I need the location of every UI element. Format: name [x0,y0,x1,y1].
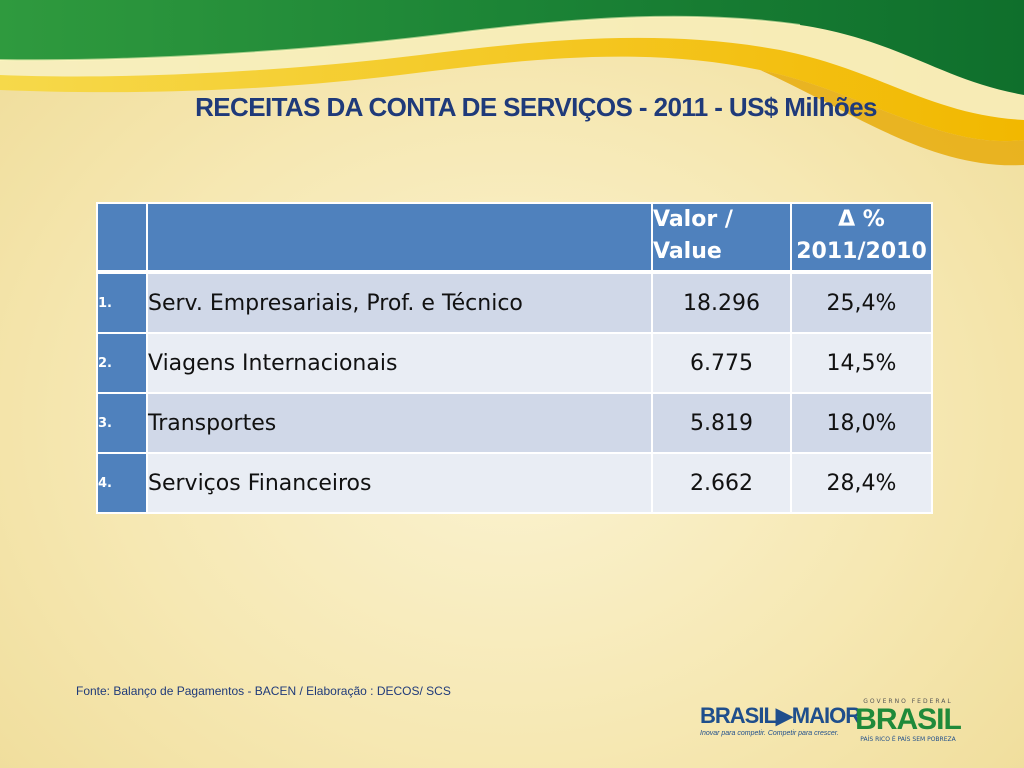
row-number: 4. [96,452,148,514]
governo-federal-logo: GOVERNO FEDERAL BRASIL PAÍS RICO É PAÍS … [848,698,968,743]
header-value-line2: Value [653,239,722,264]
brasil-wordmark: BRASIL [855,703,962,736]
source-note: Fonte: Balanço de Pagamentos - BACEN / E… [76,684,451,698]
services-revenue-table: Valor / Value Δ % 2011/2010 1. Serv. Emp… [96,202,933,514]
header-value-line1: Valor / [653,207,733,232]
header-delta: Δ % 2011/2010 [790,202,933,274]
governo-federal-label: GOVERNO FEDERAL [863,698,953,705]
row-number: 3. [96,392,148,454]
table-row: 3. Transportes 5.819 18,0% [96,392,933,454]
row-value: 6.775 [651,332,792,394]
governo-federal-slogan: PAÍS RICO É PAÍS SEM POBREZA [860,736,956,743]
header-delta-line1: Δ % [838,207,885,232]
header-value: Valor / Value [651,202,792,274]
row-number: 2. [96,332,148,394]
table-row: 4. Serviços Financeiros 2.662 28,4% [96,452,933,514]
row-label: Serv. Empresariais, Prof. e Técnico [146,271,653,334]
row-value: 2.662 [651,452,792,514]
table-header-row: Valor / Value Δ % 2011/2010 [96,202,933,274]
brasil-maior-logo: BRASIL▶MAIOR Inovar para competir. Compe… [700,703,861,737]
row-label: Transportes [146,392,653,454]
row-number: 1. [96,271,148,334]
brasil-maior-wordmark: BRASIL▶MAIOR [700,703,861,728]
row-delta: 14,5% [790,332,933,394]
row-delta: 25,4% [790,271,933,334]
header-number-cell [96,202,148,274]
row-label: Viagens Internacionais [146,332,653,394]
row-delta: 28,4% [790,452,933,514]
header-label-cell [146,202,653,274]
row-label: Serviços Financeiros [146,452,653,514]
header-delta-line2: 2011/2010 [796,239,927,264]
slide-title: RECEITAS DA CONTA DE SERVIÇOS - 2011 - U… [195,92,877,122]
row-value: 5.819 [651,392,792,454]
brasil-maior-tagline: Inovar para competir. Competir para cres… [700,730,839,737]
table-row: 1. Serv. Empresariais, Prof. e Técnico 1… [96,271,933,334]
decorative-wave-banner [0,0,1024,166]
row-delta: 18,0% [790,392,933,454]
row-value: 18.296 [651,271,792,334]
table-row: 2. Viagens Internacionais 6.775 14,5% [96,332,933,394]
